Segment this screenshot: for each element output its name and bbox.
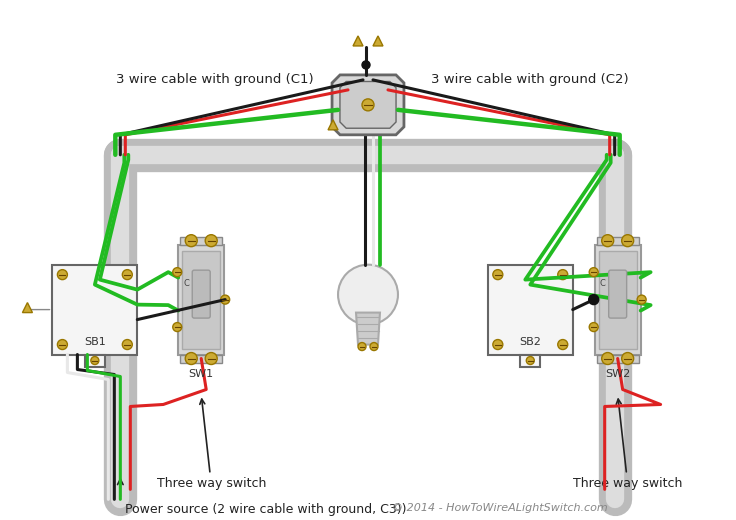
Text: 3 wire cable with ground (C1): 3 wire cable with ground (C1) xyxy=(116,73,314,86)
Polygon shape xyxy=(23,303,32,313)
Bar xyxy=(85,355,105,367)
FancyBboxPatch shape xyxy=(488,265,573,355)
Circle shape xyxy=(370,343,378,350)
Circle shape xyxy=(558,270,567,280)
Circle shape xyxy=(590,268,598,277)
Text: Power source (2 wire cable with ground, C3)): Power source (2 wire cable with ground, … xyxy=(125,503,407,516)
Bar xyxy=(520,355,540,367)
Circle shape xyxy=(91,357,99,365)
Circle shape xyxy=(205,235,217,246)
Circle shape xyxy=(205,353,217,365)
FancyBboxPatch shape xyxy=(609,270,626,318)
FancyBboxPatch shape xyxy=(183,251,220,348)
Polygon shape xyxy=(328,120,338,130)
Circle shape xyxy=(173,322,182,332)
Bar xyxy=(597,355,639,362)
Circle shape xyxy=(590,322,598,332)
FancyBboxPatch shape xyxy=(598,251,637,348)
Circle shape xyxy=(185,353,197,365)
Text: 3 wire cable with ground (C2): 3 wire cable with ground (C2) xyxy=(431,73,629,86)
FancyBboxPatch shape xyxy=(192,270,210,318)
Bar xyxy=(180,355,222,362)
Text: SB2: SB2 xyxy=(520,336,541,346)
Text: C: C xyxy=(183,279,189,288)
Circle shape xyxy=(493,340,503,349)
Circle shape xyxy=(358,343,366,350)
Bar xyxy=(597,237,639,245)
Polygon shape xyxy=(353,36,363,46)
Polygon shape xyxy=(332,75,404,135)
Circle shape xyxy=(589,295,598,305)
Text: SW2: SW2 xyxy=(605,369,630,379)
Circle shape xyxy=(173,268,182,277)
FancyBboxPatch shape xyxy=(52,265,138,355)
Circle shape xyxy=(526,357,534,365)
Polygon shape xyxy=(356,313,380,345)
Circle shape xyxy=(637,295,646,304)
Text: Three way switch: Three way switch xyxy=(157,399,266,490)
Circle shape xyxy=(122,340,132,349)
Circle shape xyxy=(602,235,614,246)
Circle shape xyxy=(362,99,374,111)
Text: C: C xyxy=(600,279,606,288)
Circle shape xyxy=(57,340,68,349)
Circle shape xyxy=(622,235,634,246)
Circle shape xyxy=(185,235,197,246)
Circle shape xyxy=(122,270,132,280)
Text: SW1: SW1 xyxy=(188,369,213,379)
FancyBboxPatch shape xyxy=(595,245,640,355)
Circle shape xyxy=(221,295,230,304)
Circle shape xyxy=(338,265,398,324)
Text: © 2014 - HowToWireALightSwitch.com: © 2014 - HowToWireALightSwitch.com xyxy=(392,503,608,513)
Polygon shape xyxy=(340,82,396,128)
Circle shape xyxy=(57,270,68,280)
Bar xyxy=(180,237,222,245)
FancyBboxPatch shape xyxy=(178,245,224,355)
Circle shape xyxy=(622,353,634,365)
Text: Three way switch: Three way switch xyxy=(573,399,682,490)
Text: SB1: SB1 xyxy=(84,336,106,346)
Circle shape xyxy=(493,270,503,280)
Circle shape xyxy=(602,353,614,365)
Circle shape xyxy=(362,61,370,69)
Circle shape xyxy=(558,340,567,349)
Polygon shape xyxy=(373,36,383,46)
